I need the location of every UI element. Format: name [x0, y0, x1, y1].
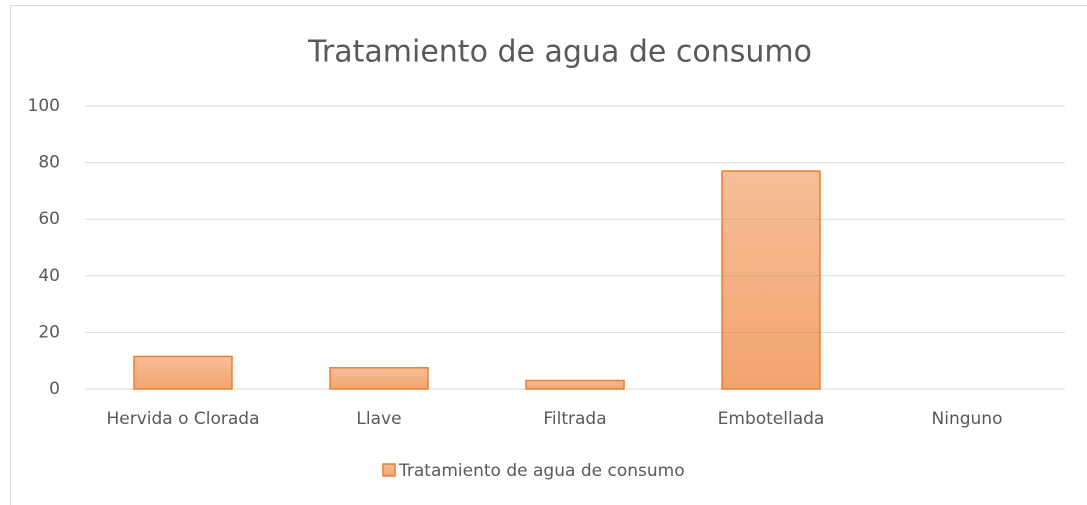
y-tick-label: 60 [38, 209, 60, 229]
chart-title: Tratamiento de agua de consumo [307, 35, 812, 70]
y-tick-label: 20 [38, 322, 60, 342]
x-tick-label: Ninguno [932, 409, 1003, 429]
y-tick-label: 40 [38, 266, 60, 286]
bar [133, 355, 233, 390]
bar [525, 379, 625, 390]
y-tick-label: 100 [28, 96, 60, 116]
legend-label: Tratamiento de agua de consumo [398, 461, 685, 481]
bar [721, 170, 821, 390]
y-tick-label: 80 [38, 153, 60, 173]
x-tick-label: Embotellada [718, 409, 825, 429]
x-tick-label: Filtrada [543, 409, 606, 429]
chart-frame [10, 5, 1087, 505]
legend-swatch [382, 463, 396, 477]
y-tick-label: 0 [49, 379, 60, 399]
bar [329, 367, 429, 390]
x-tick-label: Hervida o Clorada [106, 409, 259, 429]
x-tick-label: Llave [356, 409, 401, 429]
